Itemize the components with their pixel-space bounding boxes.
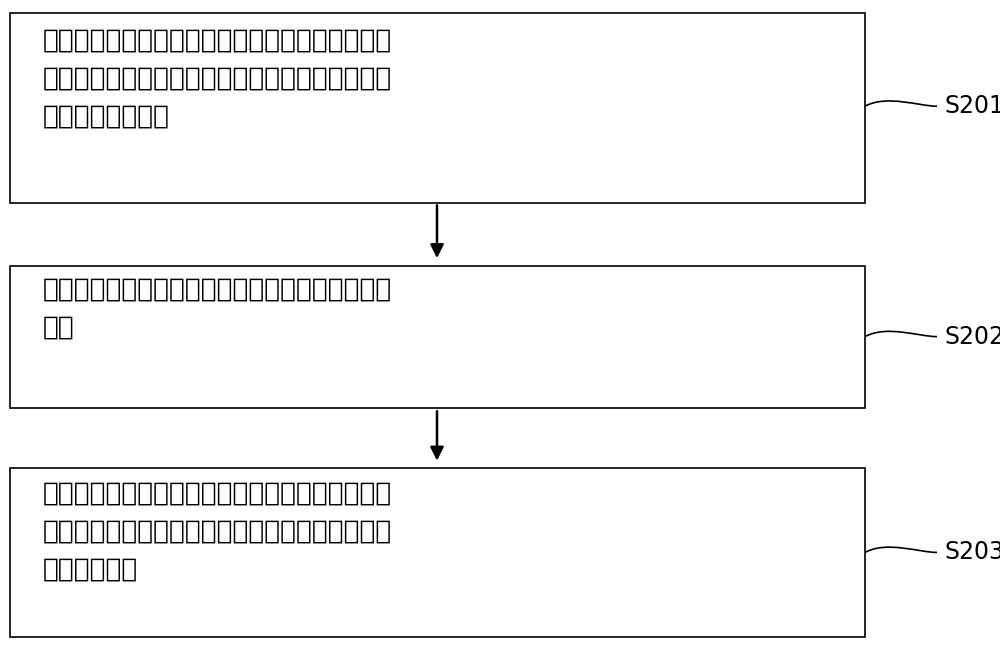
FancyBboxPatch shape [10,468,865,637]
FancyBboxPatch shape [10,266,865,408]
Text: S201: S201 [945,94,1000,118]
FancyBboxPatch shape [10,13,865,203]
Text: S203: S203 [945,540,1000,564]
Text: S202: S202 [945,325,1000,349]
Text: 以所述选框两端的位置分别作为床起点和床终端，
以选框两端的位置之间的距离作为扫描长度，生成
所述成像数据: 以所述选框两端的位置分别作为床起点和床终端， 以选框两端的位置之间的距离作为扫描… [42,481,392,583]
Text: 响应用户在扫描床图像上的框选操作，在所述扫描
床图像上添加选框，所述选框为用户在扫描床图像
上框选的扫描范围: 响应用户在扫描床图像上的框选操作，在所述扫描 床图像上添加选框，所述选框为用户在… [42,27,392,129]
Text: 读取所述选框两端的位置及选框两端的位置之间的
距离: 读取所述选框两端的位置及选框两端的位置之间的 距离 [42,276,392,341]
